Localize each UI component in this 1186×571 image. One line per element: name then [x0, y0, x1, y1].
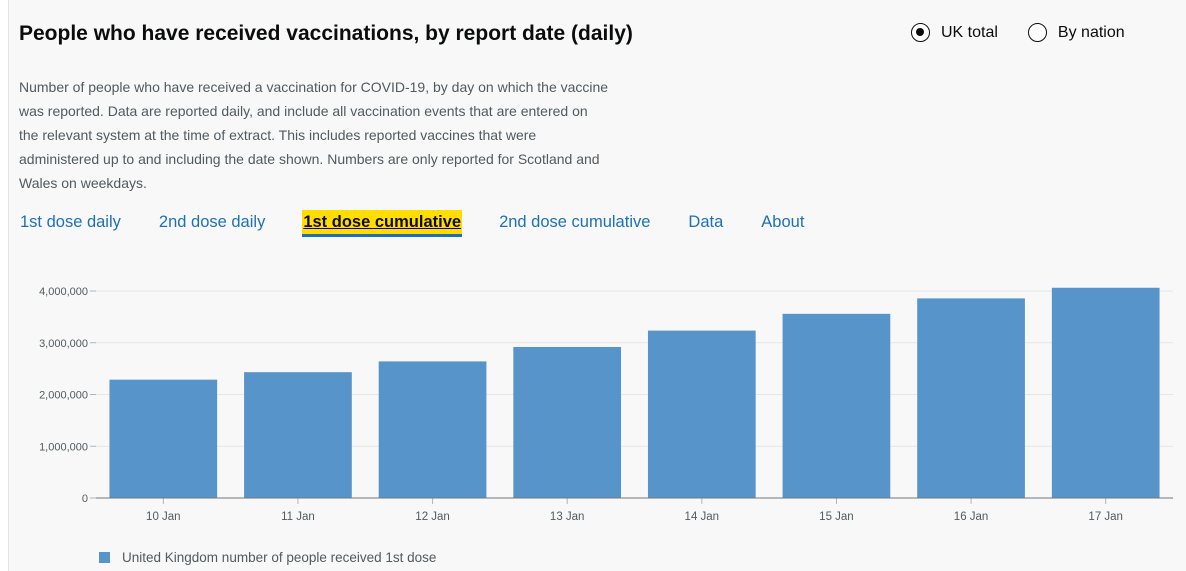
bar[interactable] — [109, 379, 218, 498]
x-tick-label: 15 Jan — [819, 511, 854, 523]
x-tick-label: 16 Jan — [954, 511, 989, 523]
bar[interactable] — [513, 346, 622, 498]
radio-label: By nation — [1057, 23, 1125, 41]
chart-legend[interactable]: United Kingdom number of people received… — [99, 550, 436, 565]
y-tick-label: 4,000,000 — [39, 286, 88, 298]
x-tick-label: 17 Jan — [1088, 511, 1123, 523]
bar[interactable] — [917, 298, 1025, 498]
radio-by-nation[interactable]: By nation — [1027, 23, 1125, 42]
tab-2nd-dose-cumulative[interactable]: 2nd dose cumulative — [499, 213, 651, 231]
chart-description: Number of people who have received a vac… — [19, 79, 609, 191]
tab-1st-dose-daily[interactable]: 1st dose daily — [20, 213, 121, 231]
bar[interactable] — [1051, 287, 1160, 498]
y-tick-label: 1,000,000 — [39, 441, 88, 453]
page-title: People who have received vaccinations, b… — [19, 22, 633, 45]
bar[interactable] — [378, 361, 487, 498]
bar-chart: 0 1,000,000 2,000,000 3,000,000 4,000,000 10 … — [39, 286, 1173, 523]
tab-1st-dose-cumulative[interactable]: 1st dose cumulative — [302, 210, 463, 237]
legend-label: United Kingdom number of people received… — [122, 550, 437, 565]
tab-data[interactable]: Data — [688, 213, 724, 231]
bar[interactable] — [782, 313, 891, 498]
view-radio-group: UK total By nation — [911, 23, 1125, 42]
x-tick-label: 10 Jan — [146, 511, 181, 523]
bar[interactable] — [244, 372, 352, 498]
tab-2nd-dose-daily[interactable]: 2nd dose daily — [158, 213, 266, 231]
x-tick-label: 12 Jan — [415, 511, 450, 523]
radio-button-checked-icon[interactable] — [911, 23, 930, 42]
chart-tabs: 1st dose daily 2nd dose daily 1st dose c… — [19, 210, 841, 237]
radio-button-icon[interactable] — [1027, 23, 1047, 42]
y-tick-label: 0 — [82, 493, 88, 505]
x-tick-label: 11 Jan — [281, 511, 315, 523]
tab-about[interactable]: About — [761, 213, 805, 231]
radio-label: UK total — [941, 23, 998, 41]
x-tick-label: 13 Jan — [550, 511, 585, 523]
legend-swatch — [99, 552, 110, 563]
radio-uk-total[interactable]: UK total — [911, 23, 998, 42]
x-tick-label: 14 Jan — [685, 511, 720, 523]
bar[interactable] — [647, 330, 756, 498]
y-tick-label: 3,000,000 — [39, 338, 88, 350]
y-tick-label: 2,000,000 — [39, 390, 88, 402]
